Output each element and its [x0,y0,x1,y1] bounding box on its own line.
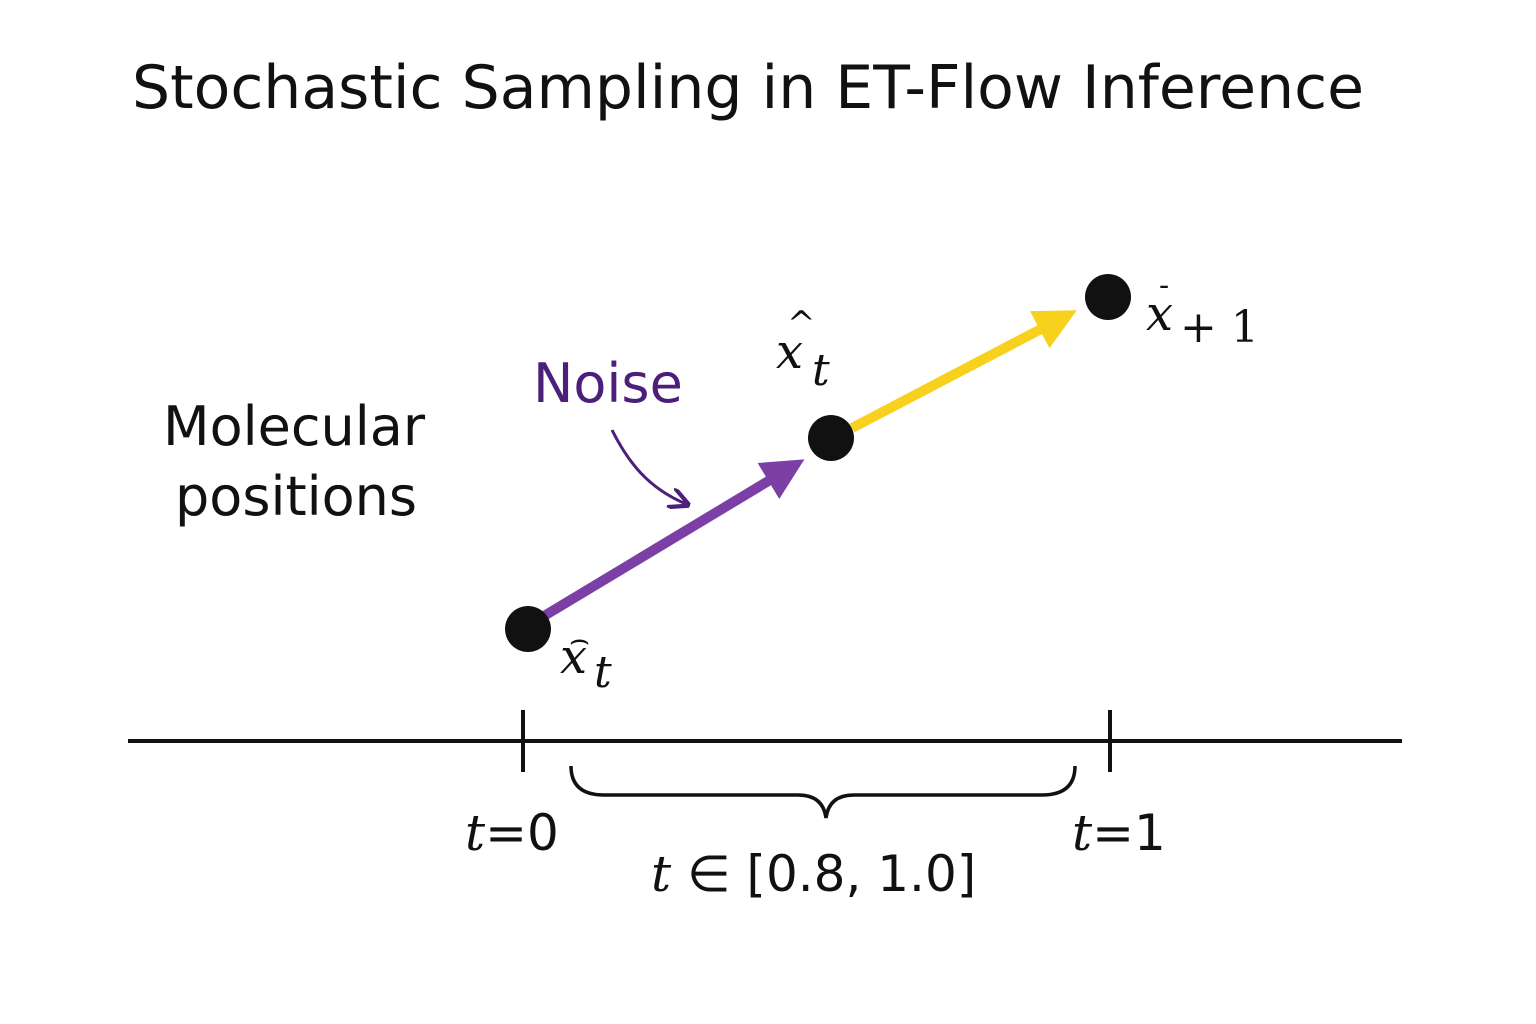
t1-var: t [1072,804,1093,862]
start-point-label: ⌢ x t [560,620,612,698]
t1-rest: =1 [1092,804,1166,862]
interval-rest: ∈ [0.8, 1.0] [671,845,976,903]
end-point-label: - x + 1 [1146,268,1259,353]
end-symbol: x [1146,286,1173,342]
start-subscript: t [594,647,612,698]
interval-var: t [651,845,672,903]
curved-arrow-icon [610,429,686,504]
middle-symbol: x [776,324,803,380]
middle-point-label: ^ x t [776,304,830,396]
end-point [1085,274,1131,320]
molecular-positions-label-line2: positions [175,465,417,528]
interval-brace [569,765,1077,819]
noise-label: Noise [533,352,683,415]
noise-arrow [541,459,805,621]
middle-subscript: t [812,345,830,396]
flow-arrow [849,310,1077,433]
end-accent: - [1159,268,1169,303]
t0-label: t=0 [465,804,559,862]
t1-label: t=1 [1072,804,1166,862]
middle-accent: ^ [787,304,816,344]
interval-label: t ∈ [0.8, 1.0] [651,845,976,903]
end-subscript: + 1 [1180,302,1259,353]
diagram-title: Stochastic Sampling in ET-Flow Inference [132,53,1364,123]
middle-point [808,415,854,461]
t0-var: t [465,804,486,862]
molecular-positions-label-line1: Molecular [163,395,426,458]
t0-rest: =0 [485,804,559,862]
start-point [505,606,551,652]
start-accent: ⌢ [569,620,590,658]
start-symbol: x [560,629,587,685]
